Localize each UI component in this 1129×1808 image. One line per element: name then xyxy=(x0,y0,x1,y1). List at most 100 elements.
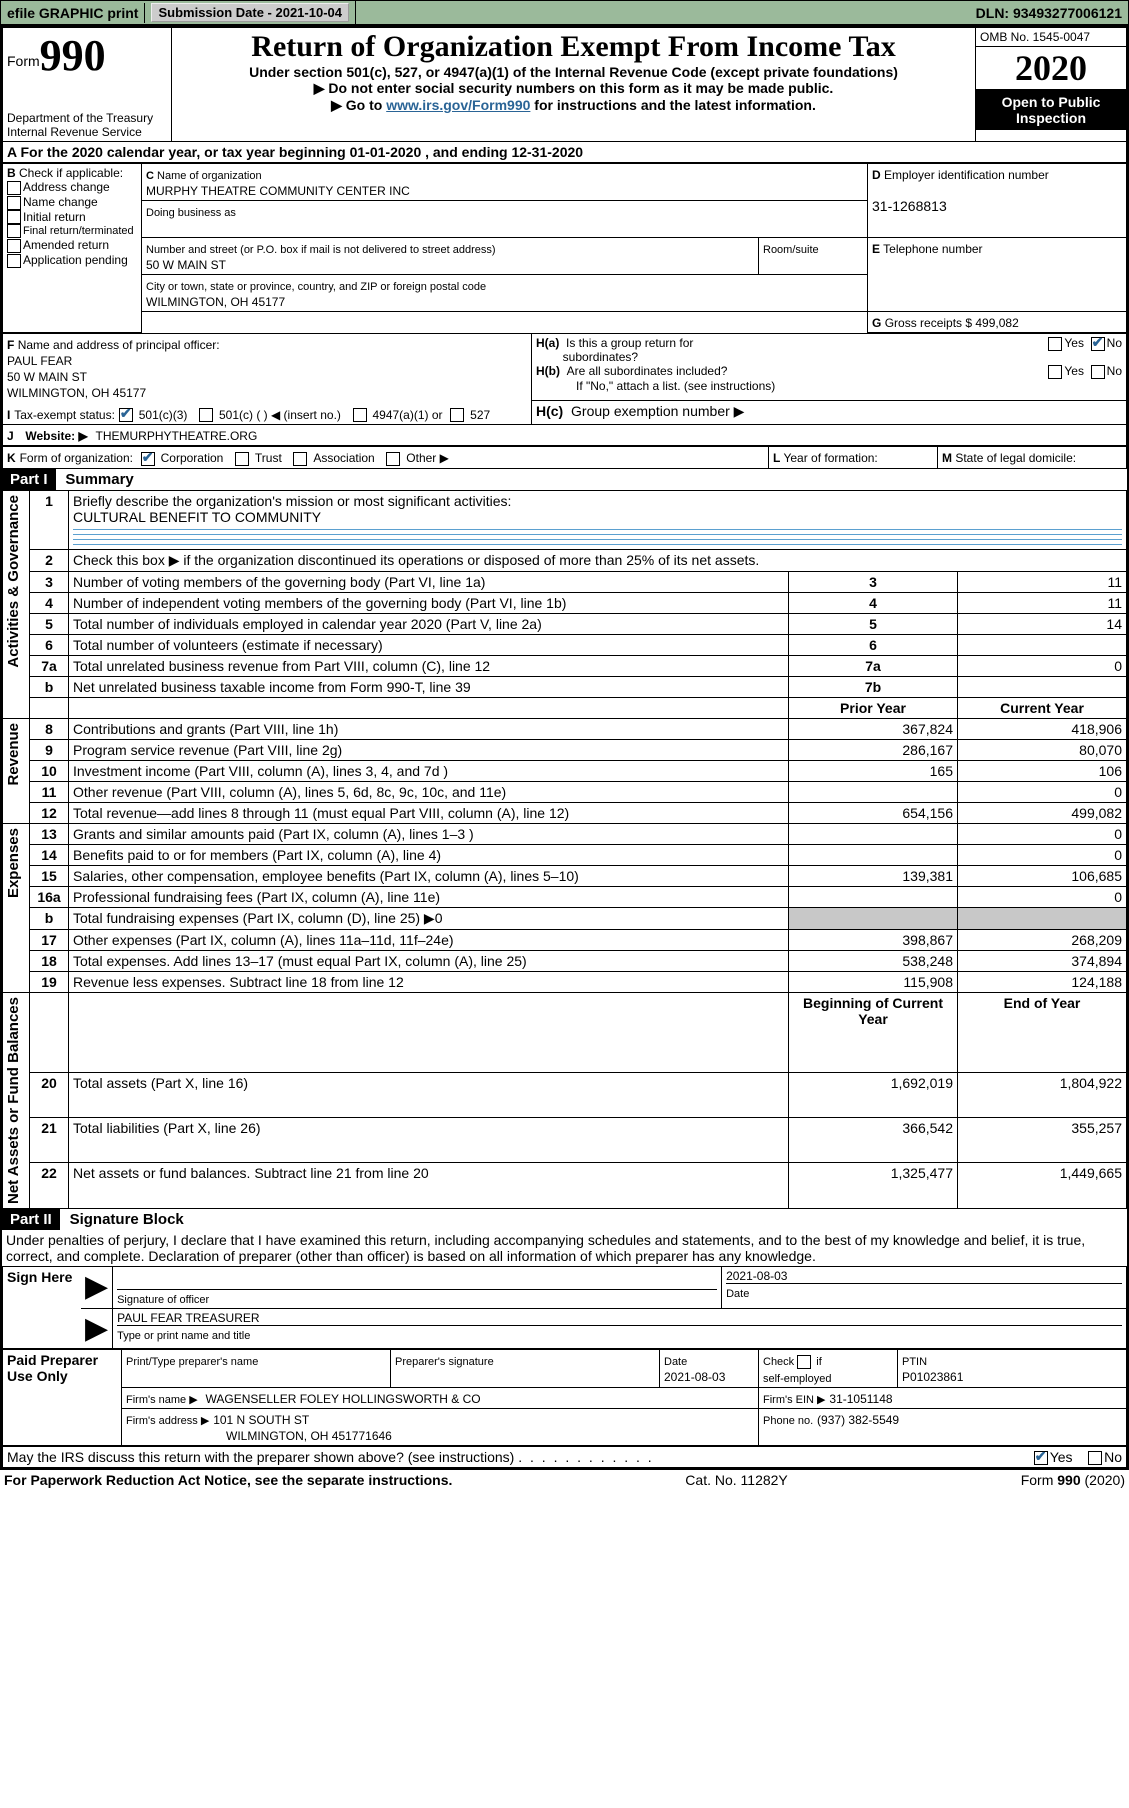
preparer-side-label: Paid Preparer Use Only xyxy=(3,1349,122,1445)
sig-officer-cell: Signature of officer xyxy=(113,1266,722,1308)
l-cell: L Year of formation: xyxy=(769,447,938,468)
discuss-no[interactable] xyxy=(1088,1451,1102,1465)
line1-cell: Briefly describe the organization's miss… xyxy=(69,490,1127,549)
discuss-row: May the IRS discuss this return with the… xyxy=(2,1446,1127,1468)
side-revenue: Revenue xyxy=(3,719,24,790)
note-1: ▶ Do not enter social security numbers o… xyxy=(176,80,971,97)
rev-row: 9Program service revenue (Part VIII, lin… xyxy=(3,739,1127,760)
gov-row: 7aTotal unrelated business revenue from … xyxy=(3,655,1127,676)
line2-cell: Check this box ▶ if the organization dis… xyxy=(69,549,1127,571)
gov-row: 3Number of voting members of the governi… xyxy=(3,571,1127,592)
fhij-table: F Name and address of principal officer:… xyxy=(2,333,1127,446)
exp-row: 18Total expenses. Add lines 13–17 (must … xyxy=(3,950,1127,971)
firm-name-cell: Firm's name ▶ WAGENSELLER FOLEY HOLLINGS… xyxy=(122,1387,759,1408)
exp-row: bTotal fundraising expenses (Part IX, co… xyxy=(3,907,1127,929)
ha-no[interactable] xyxy=(1091,337,1105,351)
klm-table: K Form of organization: Corporation Trus… xyxy=(2,446,1127,468)
check-selfemp[interactable] xyxy=(797,1355,811,1369)
pname-cell: Print/Type preparer's name xyxy=(122,1349,391,1387)
dba-cell: Doing business as xyxy=(142,201,868,238)
rev-row: 11Other revenue (Part VIII, column (A), … xyxy=(3,781,1127,802)
pcheck-cell: Check ifself-employed xyxy=(759,1349,898,1387)
hb-yes[interactable] xyxy=(1048,365,1062,379)
rev-row: 12Total revenue—add lines 8 through 11 (… xyxy=(3,802,1127,823)
dept-2: Internal Revenue Service xyxy=(7,125,167,139)
form-number: 990 xyxy=(40,31,106,80)
part1-title: Summary xyxy=(59,469,139,490)
m-cell: M State of legal domicile: xyxy=(938,447,1127,468)
preparer-table: Paid Preparer Use Only Print/Type prepar… xyxy=(2,1349,1127,1446)
ha-yes[interactable] xyxy=(1048,337,1062,351)
exp-row: 14Benefits paid to or for members (Part … xyxy=(3,844,1127,865)
rev-row: 10Investment income (Part VIII, column (… xyxy=(3,760,1127,781)
check-trust[interactable] xyxy=(235,452,249,466)
net-row: 22Net assets or fund balances. Subtract … xyxy=(3,1163,1127,1208)
footer: For Paperwork Reduction Act Notice, see … xyxy=(0,1470,1129,1490)
gov-row: 5Total number of individuals employed in… xyxy=(3,613,1127,634)
form-title: Return of Organization Exempt From Incom… xyxy=(176,30,971,64)
discuss-text: May the IRS discuss this return with the… xyxy=(3,1446,919,1467)
check-527[interactable] xyxy=(450,408,464,422)
sig-name-cell: PAUL FEAR TREASURER Type or print name a… xyxy=(113,1308,1127,1348)
form-outer: Form990 Department of the Treasury Inter… xyxy=(0,25,1129,1470)
sig-date-cell: 2021-08-03 Date xyxy=(722,1266,1127,1308)
addr-cell: Number and street (or P.O. box if mail i… xyxy=(142,238,759,275)
exp-row: 16aProfessional fundraising fees (Part I… xyxy=(3,886,1127,907)
efile-label: efile GRAPHIC print xyxy=(1,3,145,23)
part1-body: Activities & Governance 1 Briefly descri… xyxy=(2,490,1127,1209)
check-amended[interactable] xyxy=(7,239,21,253)
g-gross-cell: G Gross receipts $ 499,082 xyxy=(868,312,1127,333)
period-row: A For the 2020 calendar year, or tax yea… xyxy=(2,142,1127,163)
room-cell: Room/suite xyxy=(759,238,868,275)
note-2: ▶ Go to www.irs.gov/Form990 for instruct… xyxy=(176,97,971,114)
inspection-box: Open to PublicInspection xyxy=(976,90,1126,130)
submission-date-cell: Submission Date - 2021-10-04 xyxy=(145,1,356,24)
pdate-cell: Date2021-08-03 xyxy=(660,1349,759,1387)
check-501c3[interactable] xyxy=(119,408,133,422)
net-row: 21Total liabilities (Part X, line 26)366… xyxy=(3,1117,1127,1162)
check-501c[interactable] xyxy=(199,408,213,422)
title-cell: Return of Organization Exempt From Incom… xyxy=(172,28,976,142)
form-subtitle: Under section 501(c), 527, or 4947(a)(1)… xyxy=(176,64,971,80)
side-netassets: Net Assets or Fund Balances xyxy=(3,993,24,1208)
gov-row: 6Total number of volunteers (estimate if… xyxy=(3,634,1127,655)
check-assoc[interactable] xyxy=(293,452,307,466)
prior-year-hdr: Prior Year xyxy=(789,697,958,718)
check-final[interactable] xyxy=(7,224,21,238)
check-address[interactable] xyxy=(7,181,21,195)
check-initial[interactable] xyxy=(7,210,21,224)
check-4947[interactable] xyxy=(353,408,367,422)
instructions-link[interactable]: www.irs.gov/Form990 xyxy=(386,97,530,113)
year-cell: OMB No. 1545-0047 2020 Open to PublicIns… xyxy=(976,28,1127,142)
firm-ein-cell: Firm's EIN ▶ 31-1051148 xyxy=(759,1387,1127,1408)
check-name[interactable] xyxy=(7,196,21,210)
check-app[interactable] xyxy=(7,254,21,268)
sign-arrow-icon: ▶ xyxy=(81,1266,113,1308)
check-other[interactable] xyxy=(386,452,400,466)
line-num: 1 xyxy=(30,490,69,549)
part2-header: Part II Signature Block Under penalties … xyxy=(2,1209,1127,1266)
discuss-yes[interactable] xyxy=(1034,1451,1048,1465)
exp-row: 17Other expenses (Part IX, column (A), l… xyxy=(3,929,1127,950)
sign-arrow-icon: ▶ xyxy=(81,1308,113,1348)
f-officer-cell: F Name and address of principal officer:… xyxy=(3,334,532,425)
footer-right: Form 990 (2020) xyxy=(1021,1472,1125,1488)
form-word: Form xyxy=(7,53,40,69)
check-corp[interactable] xyxy=(141,452,155,466)
form-id-cell: Form990 Department of the Treasury Inter… xyxy=(3,28,172,142)
city-cell: City or town, state or province, country… xyxy=(142,275,868,312)
eoy-hdr: End of Year xyxy=(958,992,1127,1072)
boy-hdr: Beginning of Current Year xyxy=(789,992,958,1072)
k-cell: K Form of organization: Corporation Trus… xyxy=(3,447,769,468)
exp-row: 19Revenue less expenses. Subtract line 1… xyxy=(3,971,1127,992)
tax-year: 2020 xyxy=(976,47,1126,90)
sign-here-label: Sign Here xyxy=(3,1266,82,1348)
hb-no[interactable] xyxy=(1091,365,1105,379)
org-address: 50 W MAIN ST xyxy=(146,258,226,272)
hc-cell: H(c) Group exemption number ▶ xyxy=(532,401,1127,425)
submission-date-button[interactable]: Submission Date - 2021-10-04 xyxy=(151,3,349,22)
gov-row: bNet unrelated business taxable income f… xyxy=(3,676,1127,697)
penalty-text: Under penalties of perjury, I declare th… xyxy=(2,1230,1127,1266)
firm-phone-cell: Phone no. (937) 382-5549 xyxy=(759,1408,1127,1445)
net-row: 20Total assets (Part X, line 16)1,692,01… xyxy=(3,1072,1127,1117)
